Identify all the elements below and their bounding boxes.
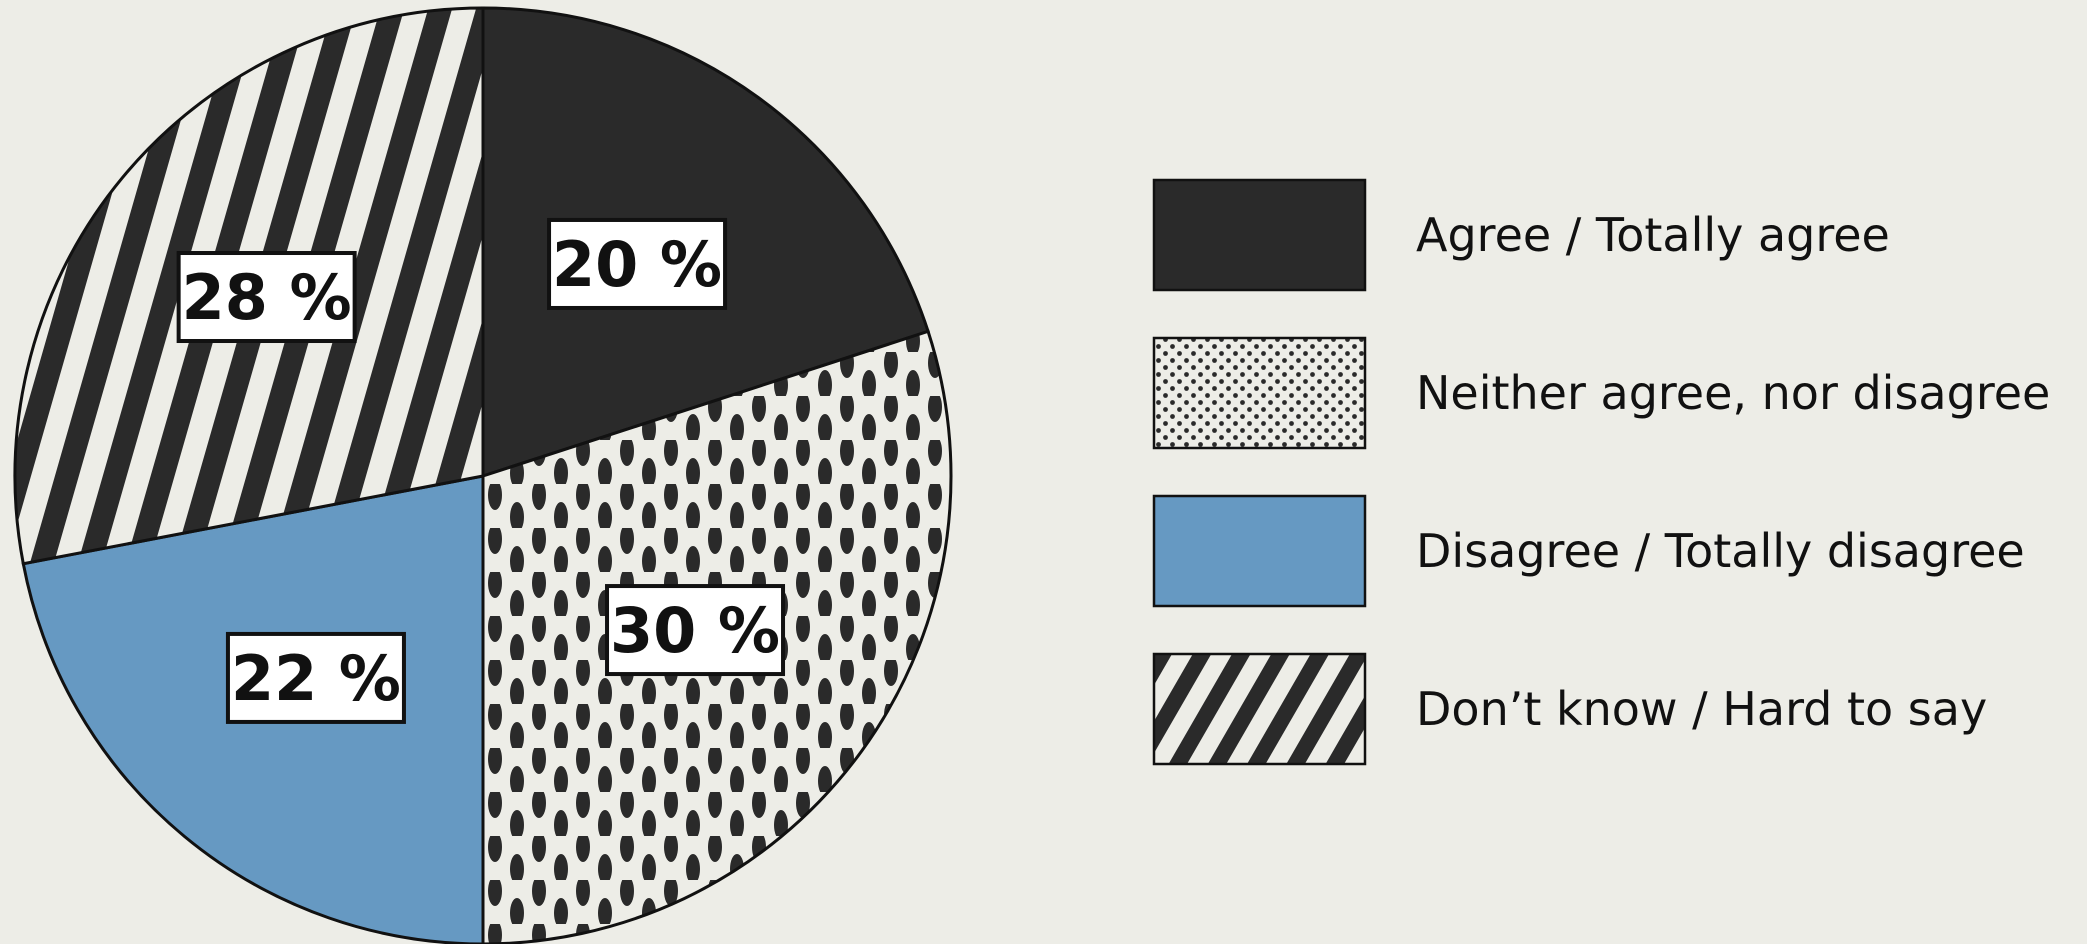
legend-item-neither-agree-nor-disagree: Neither agree, nor disagree [1152,336,2050,450]
legend: Agree / Totally agree Neither agree, nor … [1152,178,2050,766]
pie-slice-labels: 20 % 30 % 22 % 28 % [176,217,786,724]
legend-label: Agree / Totally agree [1416,208,1890,262]
slice-label-box [605,584,786,677]
slice-value-label: 28 % [182,261,352,334]
legend-swatch [1152,652,1367,766]
legend-swatch [1152,178,1367,292]
slice-label-box [176,251,357,344]
legend-label: Don’t know / Hard to say [1416,682,1987,736]
slice-label-box [547,217,728,310]
slice-value-label: 30 % [610,594,780,667]
legend-item-don-t-know-hard-to-say: Don’t know / Hard to say [1152,652,1987,766]
legend-label: Neither agree, nor disagree [1416,366,2050,420]
slice-label-agree-totally-agree: 20 % [547,217,728,310]
slice-label-don-t-know-hard-to-say: 28 % [176,251,357,344]
legend-item-disagree-totally-disagree: Disagree / Totally disagree [1152,494,2025,608]
legend-label: Disagree / Totally disagree [1416,524,2025,578]
legend-item-agree-totally-agree: Agree / Totally agree [1152,178,1890,292]
pie-slices [13,6,953,944]
slice-value-label: 20 % [552,228,722,301]
slice-label-neither-agree-nor-disagree: 30 % [605,584,786,677]
legend-swatch [1152,494,1367,608]
slice-value-label: 22 % [231,642,401,715]
legend-swatch [1152,336,1367,450]
slice-label-disagree-totally-disagree: 22 % [225,631,406,724]
slice-label-box [225,631,406,724]
